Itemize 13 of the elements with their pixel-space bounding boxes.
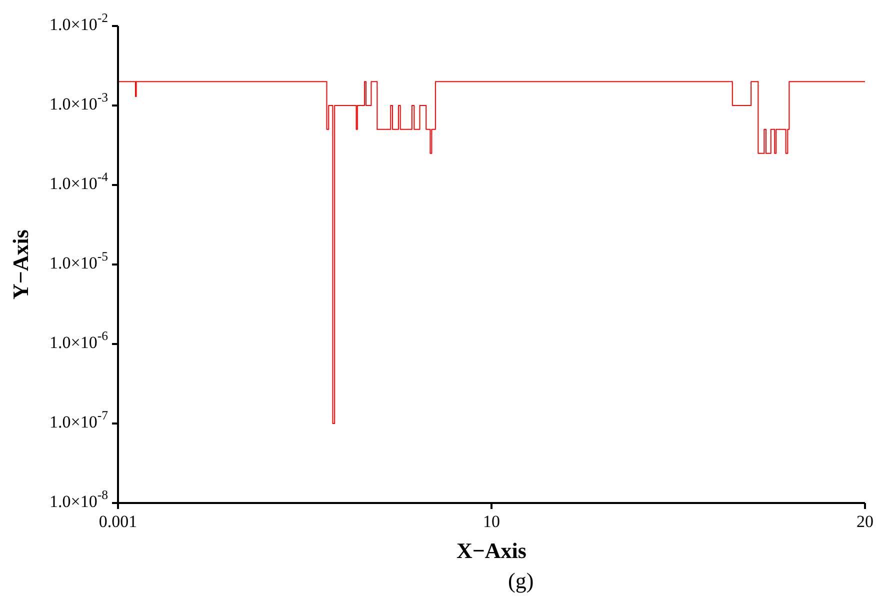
- y-tick-label: 1.0×10$^{-8}$: [50, 488, 108, 511]
- x-tick-label: 20: [856, 512, 874, 531]
- y-tick-label: 1.0×10$^{-5}$: [50, 249, 108, 272]
- y-tick-label: 1.0×10$^{-4}$: [50, 170, 109, 193]
- x-tick-label: 10: [482, 512, 500, 531]
- text: (g): [508, 568, 535, 594]
- x-axis-title: X−Axis: [456, 538, 527, 563]
- y-tick-label: 1.0×10$^{-6}$: [50, 328, 108, 352]
- x-tick-label: 0.001: [98, 512, 138, 531]
- y-tick-label: 1.0×10$^{-2}$: [50, 10, 108, 34]
- y-axis-title: Y−Axis: [8, 229, 33, 300]
- y-tick-label: 1.0×10$^{-7}$: [50, 408, 108, 432]
- y-tick-label: 1.0×10$^{-3}$: [50, 90, 108, 114]
